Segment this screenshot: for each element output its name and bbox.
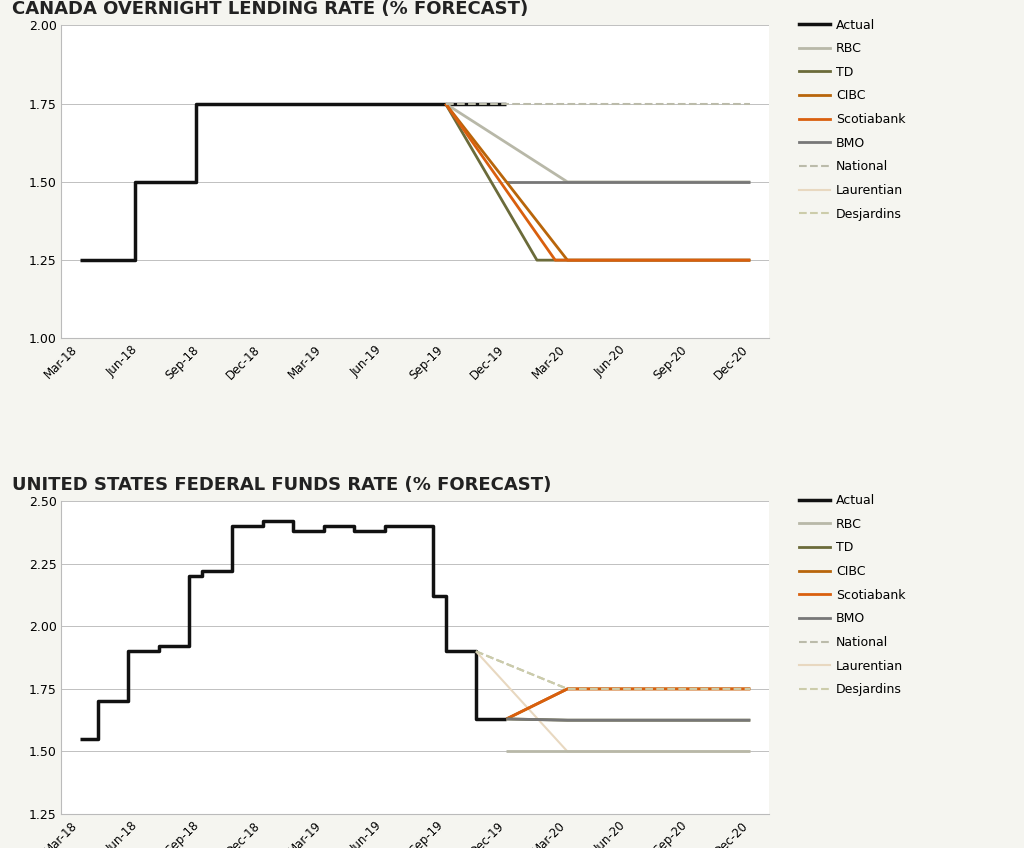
- Legend: Actual, RBC, TD, CIBC, Scotiabank, BMO, National, Laurentian, Desjardins: Actual, RBC, TD, CIBC, Scotiabank, BMO, …: [796, 492, 908, 699]
- Text: UNITED STATES FEDERAL FUNDS RATE (% FORECAST): UNITED STATES FEDERAL FUNDS RATE (% FORE…: [12, 476, 551, 494]
- Legend: Actual, RBC, TD, CIBC, Scotiabank, BMO, National, Laurentian, Desjardins: Actual, RBC, TD, CIBC, Scotiabank, BMO, …: [796, 16, 908, 223]
- Text: CANADA OVERNIGHT LENDING RATE (% FORECAST): CANADA OVERNIGHT LENDING RATE (% FORECAS…: [12, 0, 528, 19]
